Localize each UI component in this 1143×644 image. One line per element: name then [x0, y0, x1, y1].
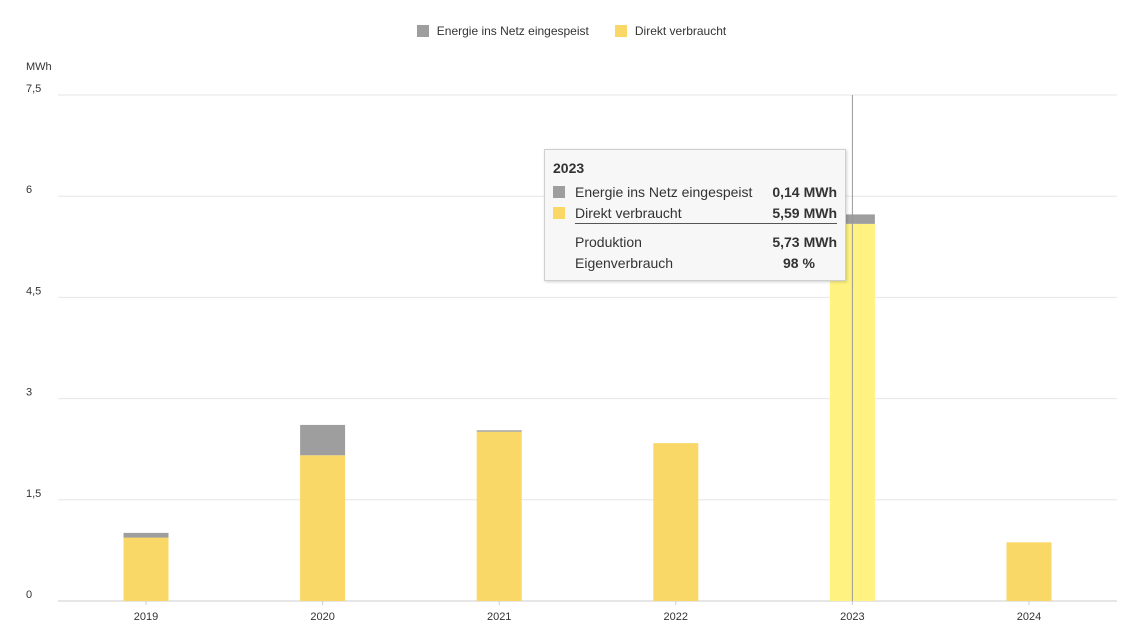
x-axis-ticks: 2019 2020 2021 2022 2023 2024: [134, 601, 1041, 623]
tooltip-title: 2023: [553, 160, 585, 176]
y-tick-label: 3: [26, 387, 32, 399]
x-tick-label: 2019: [134, 611, 158, 623]
tooltip-row-self-consumption: Eigenverbrauch 98%: [553, 254, 837, 272]
y-tick-label: 1,5: [26, 488, 41, 500]
tooltip-value-direct: 5,59 MWh: [772, 205, 837, 221]
y-axis-unit-label: MWh: [26, 61, 52, 73]
legend-swatch-direct: [614, 25, 627, 37]
legend-label-feed-in: Energie ins Netz eingespeist: [436, 24, 589, 38]
tooltip-label-self-consumption: Eigenverbrauch: [575, 255, 674, 271]
x-tick-label: 2021: [487, 611, 511, 623]
tooltip: 2023 Energie ins Netz eingespeist 0,14 MW…: [544, 149, 846, 281]
y-axis-ticks: 0 1,5 3 4,5 6 7,5: [26, 83, 41, 601]
tooltip-label-direct: Direkt verbraucht: [575, 205, 682, 221]
bar-direct-consumption[interactable]: [476, 431, 522, 601]
y-tick-label: 4,5: [26, 285, 41, 297]
x-tick-label: 2020: [310, 611, 334, 623]
y-tick-label: 6: [26, 184, 32, 196]
x-tick-label: 2022: [664, 611, 688, 623]
legend: Energie ins Netz eingespeist Direkt verb…: [0, 24, 1143, 38]
tooltip-row-direct: Direkt verbraucht 5,59 MWh: [553, 204, 837, 222]
bar-grid-feed-in[interactable]: [300, 424, 346, 456]
tooltip-row-feed-in: Energie ins Netz eingespeist 0,14 MWh: [553, 183, 837, 201]
tooltip-swatch-feed-in: [553, 186, 565, 198]
bar-direct-consumption[interactable]: [123, 537, 169, 601]
bar-direct-consumption[interactable]: [653, 443, 699, 601]
y-tick-label: 7,5: [26, 83, 41, 95]
tooltip-separator: [575, 223, 837, 224]
tooltip-spacer: [553, 257, 565, 269]
bar-direct-consumption[interactable]: [1006, 542, 1052, 601]
tooltip-value-self-consumption: 98%: [782, 255, 815, 271]
legend-label-direct: Direkt verbraucht: [634, 24, 727, 38]
tooltip-row-production: Produktion 5,73 MWh: [553, 233, 837, 251]
tooltip-value-production: 5,73 MWh: [772, 234, 837, 250]
legend-swatch-feed-in: [416, 25, 429, 37]
y-tick-label: 0: [26, 589, 32, 601]
tooltip-spacer: [553, 236, 565, 248]
bar-grid-feed-in[interactable]: [476, 430, 522, 432]
tooltip-swatch-direct: [553, 207, 565, 219]
tooltip-label-production: Produktion: [575, 234, 642, 250]
bar-direct-consumption[interactable]: [300, 455, 346, 601]
legend-item-direct[interactable]: Direkt verbraucht: [614, 24, 727, 38]
tooltip-label-feed-in: Energie ins Netz eingespeist: [575, 184, 753, 200]
x-tick-label: 2024: [1017, 611, 1041, 623]
legend-item-feed-in[interactable]: Energie ins Netz eingespeist: [416, 24, 589, 38]
tooltip-value-feed-in: 0,14 MWh: [772, 184, 837, 200]
x-tick-label: 2023: [840, 611, 864, 623]
bar-grid-feed-in[interactable]: [123, 532, 169, 538]
